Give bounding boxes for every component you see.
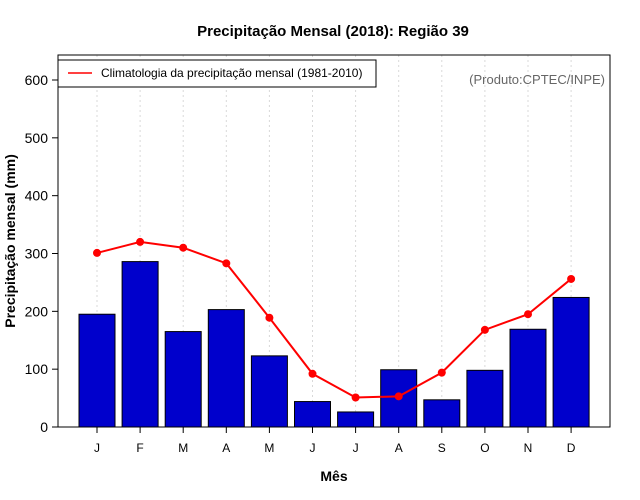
- x-axis-title: Mês: [320, 468, 347, 484]
- bar: [466, 369, 504, 428]
- plot-frame: [57, 54, 611, 428]
- grid-lines: [96, 55, 572, 427]
- bar: [509, 328, 547, 428]
- bar: [164, 331, 202, 428]
- y-tick-label: 600: [25, 72, 49, 88]
- x-tick-label: O: [480, 441, 489, 455]
- y-tick-label: 200: [25, 303, 49, 319]
- x-tick-label: J: [353, 441, 359, 455]
- x-tick-label: D: [567, 441, 576, 455]
- climatology-point: [93, 248, 101, 257]
- climatology-line: [96, 240, 572, 399]
- chart-title: Precipitação Mensal (2018): Região 39: [197, 23, 469, 40]
- bar: [552, 296, 590, 428]
- x-tick-label: A: [222, 441, 230, 455]
- bar: [207, 309, 245, 428]
- climatology-point: [222, 259, 231, 268]
- climatology-point: [179, 243, 188, 252]
- x-tick-label: J: [310, 441, 316, 455]
- x-tick-label: M: [178, 441, 188, 455]
- legend-climatology-label: Climatologia da precipitação mensal (198…: [101, 66, 362, 80]
- bar: [423, 399, 461, 428]
- legend: Climatologia da precipitação mensal (198…: [57, 59, 377, 88]
- x-tick-label: F: [136, 441, 143, 455]
- bar: [121, 261, 159, 428]
- bar: [294, 401, 331, 428]
- x-tick-label: S: [438, 441, 446, 455]
- bar: [337, 411, 375, 428]
- climatology-point: [394, 392, 403, 401]
- x-tick-label: J: [94, 441, 100, 455]
- climatology-point: [567, 274, 576, 283]
- x-tick-label: A: [395, 441, 403, 455]
- bar: [250, 355, 288, 428]
- x-tick-label: M: [264, 441, 274, 455]
- climatology-point: [437, 368, 446, 377]
- climatology-point: [351, 393, 360, 402]
- y-tick-label: 300: [25, 246, 49, 262]
- product-credit: (Produto:CPTEC/INPE): [469, 72, 605, 87]
- climatology-point: [136, 237, 145, 246]
- bar: [78, 313, 116, 428]
- climatology-point: [308, 369, 317, 378]
- y-tick-label: 400: [25, 188, 49, 204]
- bar-series: [78, 261, 590, 428]
- climatology-line-series: [93, 237, 576, 402]
- y-tick-label: 0: [40, 419, 48, 435]
- y-axis: 0 100 200 300 400 500 600: [25, 72, 58, 435]
- y-axis-title: Precipitação mensal (mm): [2, 154, 18, 328]
- y-tick-label: 500: [25, 130, 49, 146]
- climatology-point: [265, 313, 274, 322]
- legend-box: [57, 59, 377, 88]
- y-tick-label: 100: [25, 361, 49, 377]
- climatology-point: [524, 310, 532, 319]
- climatology-point: [480, 325, 489, 334]
- x-tick-label: N: [524, 441, 533, 455]
